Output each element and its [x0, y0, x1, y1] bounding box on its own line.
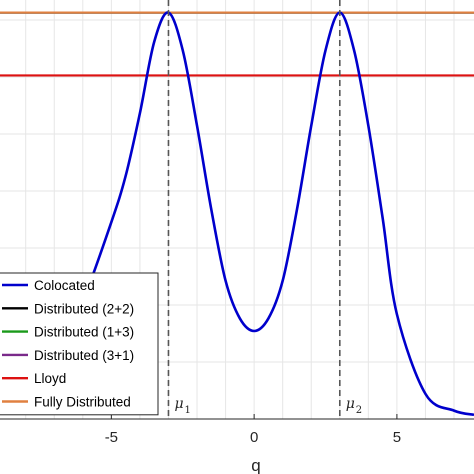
x-tick-label: 0 [250, 429, 258, 446]
series-lines [0, 11, 474, 417]
legend-box [0, 272, 159, 416]
mean-label-1: μ [174, 396, 183, 412]
x-tick-label: -5 [105, 429, 118, 446]
legend-label: Distributed (2+2) [34, 301, 134, 316]
legend: Colocated Distributed (2+2) Distributed (1… [0, 272, 159, 416]
mean-label-sub-2: 2 [356, 405, 362, 416]
legend-label: Colocated [34, 278, 95, 293]
mean-label-sub-1: 1 [184, 405, 190, 416]
legend-label: Fully Distributed [34, 395, 131, 410]
x-ticks: -5 0 5 [105, 414, 401, 446]
legend-label: Lloyd [34, 371, 66, 386]
legend-label: Distributed (1+3) [34, 325, 134, 340]
x-tick-label: 5 [393, 429, 401, 446]
legend-label: Distributed (3+1) [34, 348, 134, 363]
grid [0, 0, 474, 419]
mean-label-2: μ [346, 396, 355, 412]
x-axis-label: q [251, 456, 260, 474]
series-line-colocated [0, 11, 474, 417]
